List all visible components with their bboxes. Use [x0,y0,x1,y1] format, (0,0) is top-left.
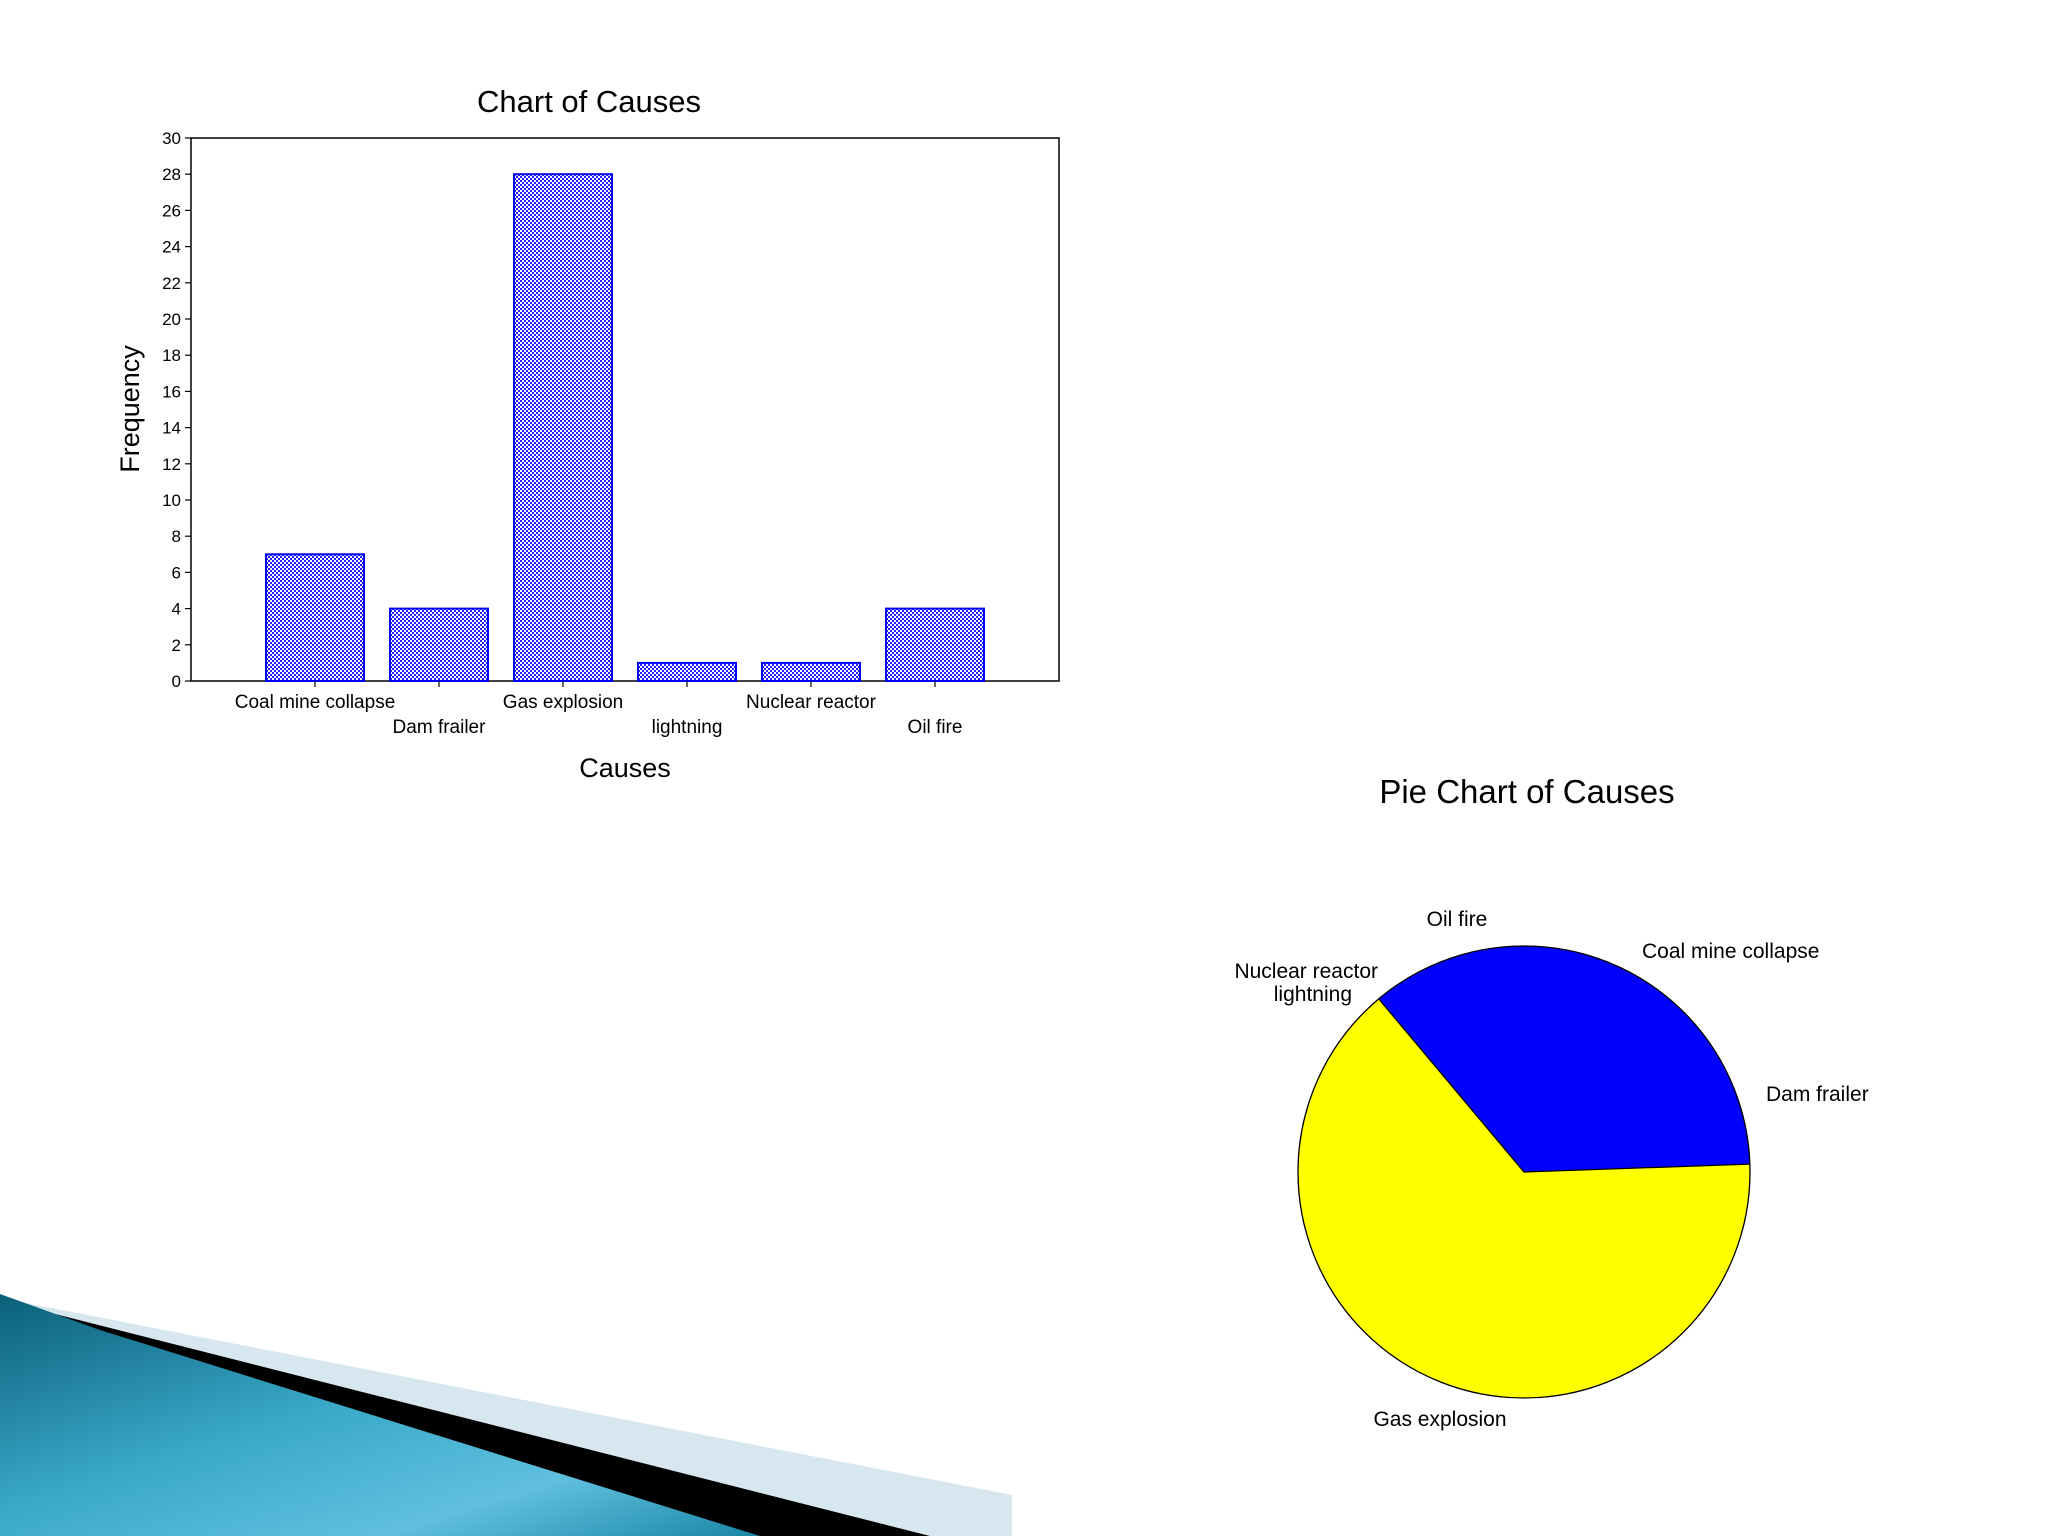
bar-gas-explosion [513,173,613,682]
bar-chart-ylabel: Frequency [115,345,145,473]
x-tick-label: Coal mine collapse [235,692,396,713]
y-tick-label: 0 [172,672,181,691]
bar-chart-xlabel: Causes [579,753,671,783]
bar-dam-frailer [389,607,489,682]
bar-coal-mine-collapse [265,553,365,682]
y-tick-label: 14 [162,419,181,438]
pie-chart-labels: Coal mine collapse Dam frailer Gas explosi… [1234,908,1868,1431]
slide-decoration-banner [0,1294,1012,1536]
bar-chart-frame [190,137,1060,682]
y-tick-label: 6 [172,563,181,582]
pie-label-dam-frailer: Dam frailer [1766,1083,1869,1106]
y-tick-label: 20 [162,310,181,329]
bar-chart-bars [265,173,985,683]
y-tick-label: 12 [162,455,181,474]
y-tick-label: 2 [172,636,181,655]
y-tick-label: 8 [172,527,181,546]
y-tick-label: 26 [162,201,181,220]
pie-chart-slices [1297,945,1751,1399]
bar-oil-fire [885,607,985,682]
y-tick-label: 4 [172,600,181,619]
pie-label-oil-fire: Oil fire [1427,908,1488,931]
bar-lightning [637,661,737,683]
bar-chart-title: Chart of Causes [477,84,701,119]
pie-chart: Pie Chart of Causes Coal mine collapse Da… [1234,773,1868,1431]
bar-nuclear-reactor [761,661,861,683]
y-tick-label: 22 [162,274,181,293]
pie-label-lightning: lightning [1274,983,1352,1006]
y-tick-label: 24 [162,238,181,257]
pie-label-gas-explosion: Gas explosion [1373,1408,1506,1431]
pie-label-coal-mine-collapse: Coal mine collapse [1642,940,1819,963]
teal-band [0,1294,760,1536]
y-tick-label: 28 [162,165,181,184]
x-tick-label: Oil fire [908,717,963,738]
x-tick-label: Gas explosion [503,692,623,713]
bar-chart: Chart of Causes 024681012141618202224262… [115,84,1060,783]
x-tick-label: lightning [652,717,723,738]
bar-chart-x-axis: Coal mine collapse Dam frailer Gas explosi… [235,681,963,738]
y-tick-label: 18 [162,346,181,365]
y-tick-label: 30 [162,129,181,148]
y-tick-label: 10 [162,491,181,510]
x-tick-label: Dam frailer [393,717,487,738]
pie-label-nuclear-reactor: Nuclear reactor [1234,960,1378,983]
x-tick-label: Nuclear reactor [746,692,877,713]
pie-outline [1297,945,1751,1399]
y-tick-label: 16 [162,382,181,401]
pie-chart-title: Pie Chart of Causes [1379,773,1674,810]
slice-divider [1523,1163,1750,1173]
slice-divider [1378,998,1525,1173]
